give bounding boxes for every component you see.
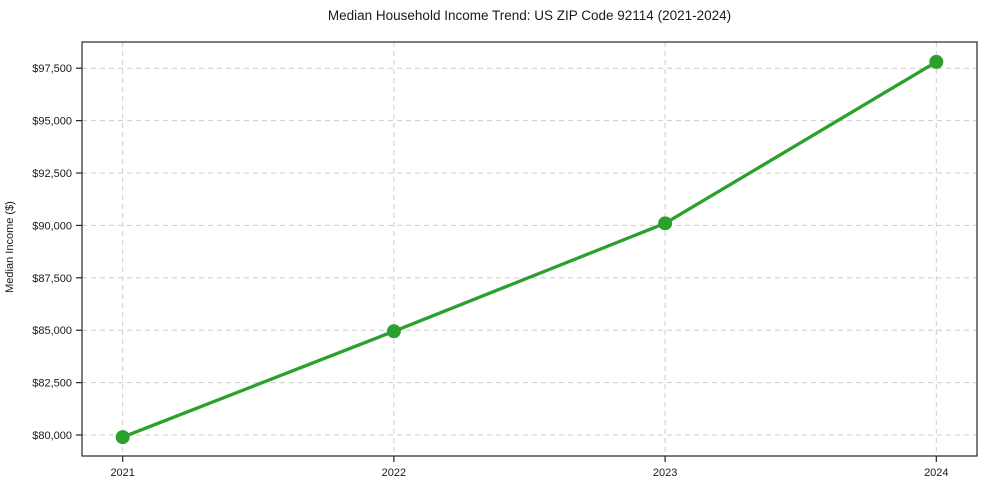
y-tick-label: $92,500 <box>32 168 72 180</box>
y-tick-label: $97,500 <box>32 63 72 75</box>
plot-border <box>81 41 978 457</box>
y-tick-label: $80,000 <box>32 430 72 442</box>
trend-line <box>121 60 938 439</box>
y-tick-label: $82,500 <box>32 378 72 390</box>
chart-title: Median Household Income Trend: US ZIP Co… <box>327 8 732 23</box>
y-tick-label: $90,000 <box>32 220 72 232</box>
x-tick-label: 2023 <box>653 467 677 479</box>
x-tick-label: 2022 <box>382 467 406 479</box>
y-tick-label: $85,000 <box>32 325 72 337</box>
y-tick-label: $95,000 <box>32 116 72 128</box>
data-point-2022 <box>386 324 401 339</box>
x-tick-label: 2021 <box>110 467 134 479</box>
data-point-2024 <box>929 54 944 69</box>
x-tick-label: 2024 <box>924 467 948 479</box>
data-point-2023 <box>658 216 673 231</box>
data-point-2021 <box>115 430 130 445</box>
y-tick-label: $87,500 <box>32 273 72 285</box>
